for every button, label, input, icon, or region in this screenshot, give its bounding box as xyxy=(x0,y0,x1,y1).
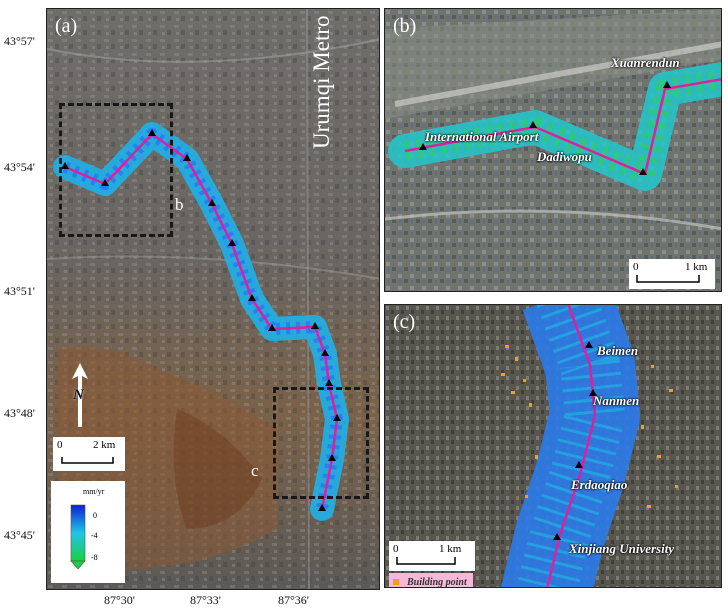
scale-a-bar xyxy=(61,457,114,464)
scale-b-zero: 0 xyxy=(633,261,639,273)
lat-tick-3: 43°51' xyxy=(4,284,35,298)
lat-tick-1: 43°57' xyxy=(4,34,35,48)
scale-c-bar xyxy=(396,557,456,565)
inset-box-c xyxy=(273,387,369,499)
metro-route-c xyxy=(546,305,597,587)
panel-b-label: (b) xyxy=(393,15,417,37)
inset-b-letter: b xyxy=(175,195,184,214)
north-arrow: N xyxy=(65,361,95,431)
scale-a-end: 2 km xyxy=(93,439,116,451)
scale-b-end: 1 km xyxy=(685,261,708,273)
panel-b-imagery xyxy=(385,9,721,291)
panel-b-map: (b) Xuanrendun International Airport Dad… xyxy=(384,8,722,292)
lon-tick-2: 87°33' xyxy=(190,593,221,607)
panel-c-imagery xyxy=(385,305,721,587)
building-point-legend: Building point xyxy=(389,573,473,587)
lon-tick-3: 87°36' xyxy=(278,593,309,607)
scale-a-zero: 0 xyxy=(57,439,63,451)
scale-b-bar xyxy=(636,275,700,283)
scale-c-zero: 0 xyxy=(393,543,399,555)
station-erdaoqiao: Erdaoqiao xyxy=(571,477,628,492)
north-label: N xyxy=(73,387,84,403)
station-markers-a xyxy=(61,129,341,511)
scale-bar-b: 0 1 km xyxy=(629,259,715,289)
lat-tick-5: 43°45' xyxy=(4,528,35,542)
panel-c-map: (c) Beimen Nanmen Erdaoqiao Xinjiang Uni… xyxy=(384,304,722,588)
north-arrow-icon xyxy=(72,363,88,427)
deformation-legend: mm/yr 0 -4 -8 xyxy=(51,481,125,583)
panel-a-title: Urumqi Metro Line 1 xyxy=(309,8,334,149)
inset-c-letter: c xyxy=(251,461,259,480)
legend-colorbar xyxy=(70,504,86,570)
station-xuanrendun: Xuanrendun xyxy=(611,55,680,70)
station-dadiwopu: Dadiwopu xyxy=(537,149,592,164)
station-xinjiang-university: Xinjiang University xyxy=(569,541,675,556)
lon-tick-1: 87°30' xyxy=(104,593,135,607)
station-nanmen: Nanmen xyxy=(593,393,640,408)
legend-unit: mm/yr xyxy=(83,487,105,496)
building-points xyxy=(501,345,678,508)
station-international-airport: International Airport xyxy=(425,129,539,144)
station-markers-c xyxy=(553,341,597,540)
scale-bar-a: 0 2 km xyxy=(53,437,125,471)
building-point-label: Building point xyxy=(407,576,467,588)
inset-box-b xyxy=(59,103,173,237)
panel-a-label: (a) xyxy=(55,15,78,37)
panel-c-label: (c) xyxy=(393,311,416,333)
lat-tick-4: 43°48' xyxy=(4,406,35,420)
lat-tick-2: 43°54' xyxy=(4,160,35,174)
panel-a-map: (a) Urumqi Metro Line 1 b c N 0 2 km mm/… xyxy=(46,8,380,590)
station-beimen: Beimen xyxy=(597,343,639,358)
legend-tick-0: 0 xyxy=(93,511,97,520)
legend-tick-2: -8 xyxy=(91,553,98,562)
scale-c-end: 1 km xyxy=(439,543,462,555)
scale-bar-c: 0 1 km xyxy=(389,541,475,571)
building-point-swatch-icon xyxy=(393,579,399,586)
metro-route-a xyxy=(64,132,339,510)
station-markers-b xyxy=(419,81,671,175)
legend-tick-1: -4 xyxy=(91,531,98,540)
